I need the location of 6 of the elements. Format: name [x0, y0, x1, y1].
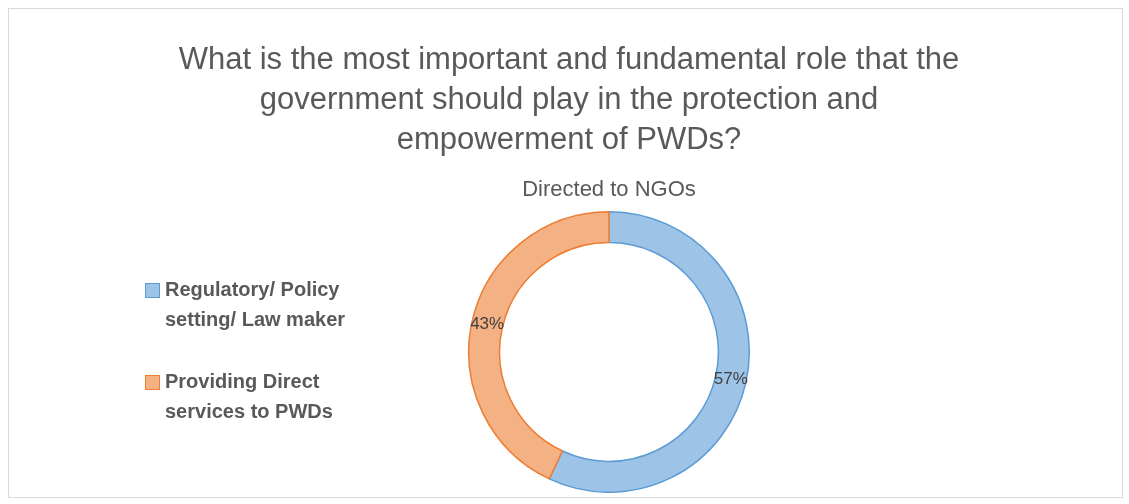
legend-label: Providing Direct services to PWDs — [165, 369, 334, 424]
chart-subtitle: Directed to NGOs — [521, 176, 697, 202]
chart-title: What is the most important and fundamental role that the government should play in the protection and empowerment of PWDs? — [177, 40, 961, 158]
data-label: 43% — [470, 314, 505, 334]
legend-label: Regulatory/ Policy setting/ Law maker — [165, 277, 347, 332]
data-label: 57% — [713, 368, 748, 388]
